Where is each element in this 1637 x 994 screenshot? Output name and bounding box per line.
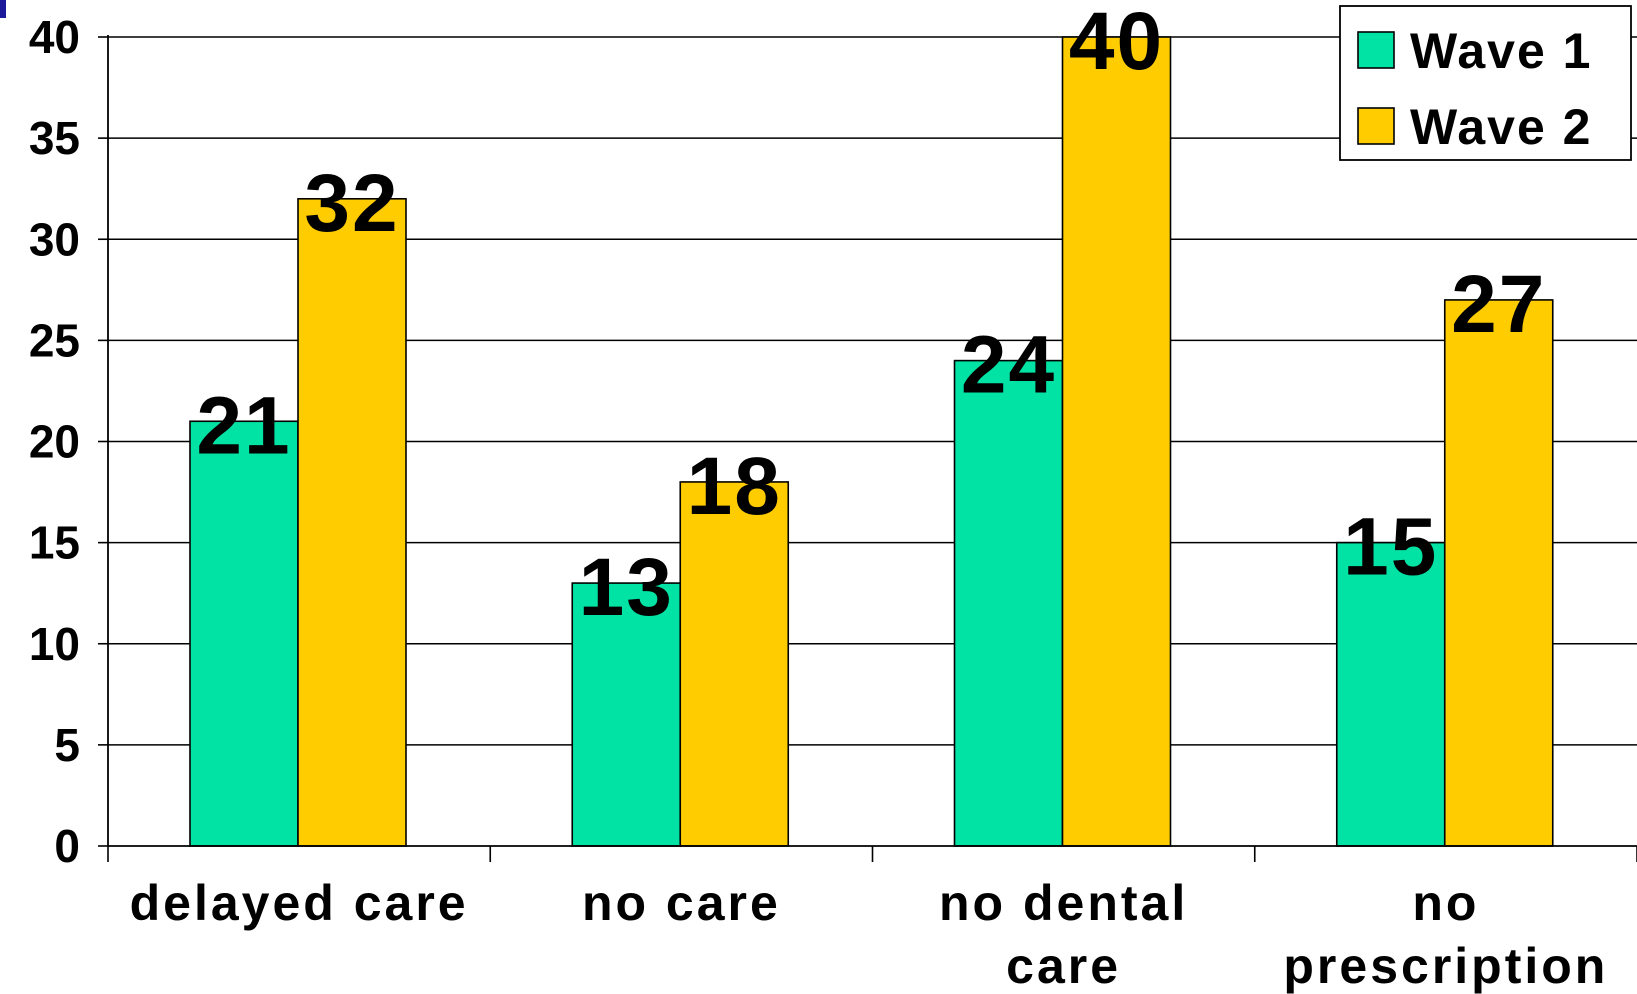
y-tick-label: 0 bbox=[54, 820, 80, 872]
bars bbox=[189, 36, 1554, 847]
x-category-label: no prescription bbox=[1283, 875, 1608, 994]
data-label: 24 bbox=[961, 320, 1056, 411]
y-tick-label: 30 bbox=[29, 213, 80, 265]
bar-wave-1 bbox=[1335, 541, 1446, 847]
x-category-label: delayed care bbox=[130, 875, 469, 931]
legend-label: Wave 1 bbox=[1410, 23, 1592, 79]
legend: Wave 1 Wave 2 bbox=[1339, 5, 1632, 161]
legend-swatch bbox=[1357, 31, 1395, 69]
y-tick-label: 10 bbox=[29, 618, 80, 670]
y-tick-labels: 0 5 10 15 20 25 30 35 40 bbox=[29, 11, 80, 872]
data-label: 32 bbox=[304, 158, 399, 249]
category-labels: delayed care no care no dental care no prescr… bbox=[130, 875, 1608, 994]
data-label: 15 bbox=[1343, 502, 1438, 593]
bar-wave-2 bbox=[679, 481, 790, 847]
y-tick-label: 35 bbox=[29, 112, 80, 164]
x-category-label: no care bbox=[582, 875, 781, 931]
y-tick-label: 15 bbox=[29, 517, 80, 569]
data-label: 40 bbox=[1069, 0, 1164, 87]
bar-wave-1 bbox=[571, 582, 682, 847]
data-label: 21 bbox=[196, 380, 291, 471]
bar-wave-1 bbox=[189, 420, 299, 847]
y-tick-label: 25 bbox=[29, 314, 80, 366]
corner-mark bbox=[0, 0, 6, 18]
legend-label: Wave 2 bbox=[1410, 99, 1592, 155]
bar-wave-1 bbox=[953, 359, 1064, 847]
y-tick-label: 20 bbox=[29, 416, 80, 468]
data-label: 13 bbox=[579, 542, 674, 633]
x-category-label: no dental care bbox=[939, 875, 1188, 994]
y-tick-label: 40 bbox=[29, 11, 80, 63]
legend-swatch bbox=[1357, 107, 1395, 145]
bar-wave-2 bbox=[1061, 36, 1172, 847]
data-label: 27 bbox=[1451, 259, 1546, 350]
bar-wave-2 bbox=[297, 198, 407, 847]
y-tick-label: 5 bbox=[54, 719, 80, 771]
bar-wave-2 bbox=[1443, 299, 1554, 847]
axes bbox=[98, 35, 1637, 862]
data-label: 18 bbox=[687, 441, 782, 532]
